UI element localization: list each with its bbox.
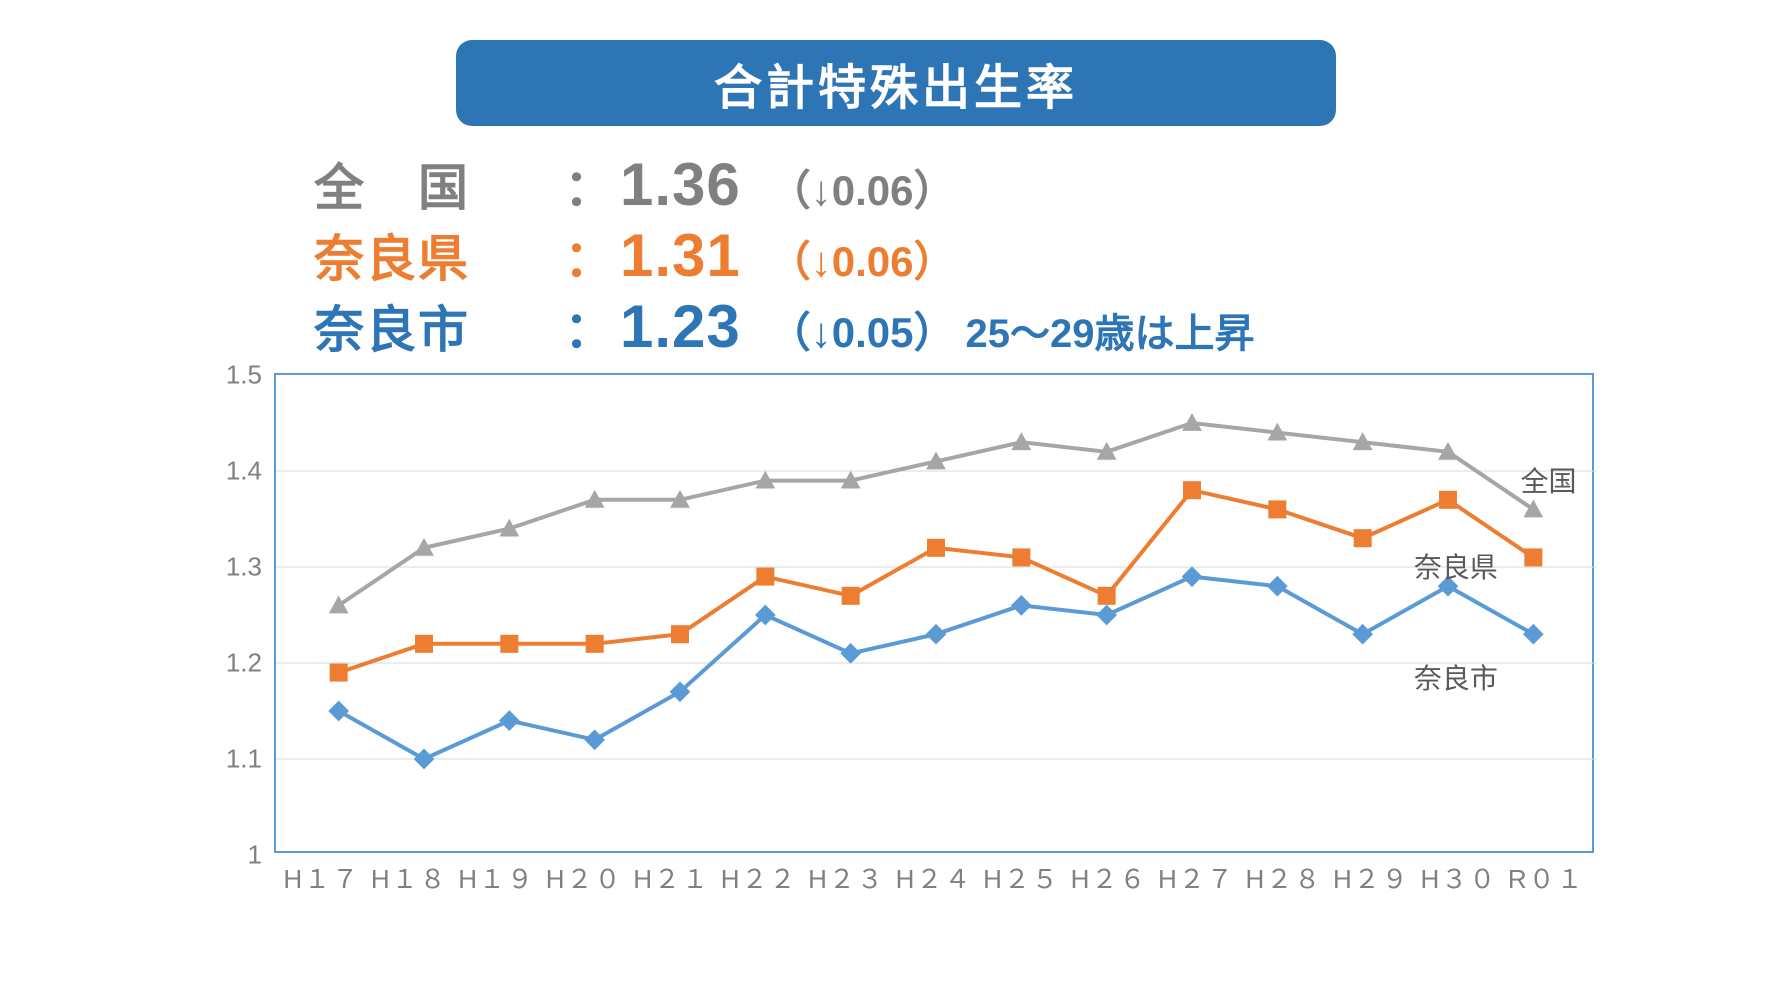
x-tick-label: H３０ bbox=[1415, 859, 1502, 896]
x-axis-labels: H１７H１８H１９H２０H２１H２２H２３H２４H２５H２６H２７H２８H２９H… bbox=[274, 853, 1594, 896]
y-tick-label: 1.4 bbox=[226, 456, 262, 487]
x-tick-label: H２０ bbox=[540, 859, 627, 896]
summary-delta: （↓0.06） bbox=[769, 238, 956, 286]
y-tick-label: 1 bbox=[248, 840, 262, 871]
y-tick-label: 1.3 bbox=[226, 552, 262, 583]
x-tick-label: H２９ bbox=[1328, 859, 1415, 896]
x-tick-label: H２１ bbox=[628, 859, 715, 896]
summary-label: 奈良市 bbox=[314, 302, 564, 360]
summary-label: 奈良県 bbox=[314, 231, 564, 289]
chart-svg bbox=[276, 375, 1596, 855]
title-text: 合計特殊出生率 bbox=[714, 48, 1078, 118]
series-label: 奈良市 bbox=[1414, 657, 1498, 697]
summary-label: 全 国 bbox=[314, 160, 564, 218]
summary-colon: ： bbox=[564, 231, 614, 289]
summary-colon: ： bbox=[564, 160, 614, 218]
x-tick-label: H２６ bbox=[1065, 859, 1152, 896]
summary-value: 1.31 bbox=[620, 221, 741, 290]
y-tick-label: 1.5 bbox=[226, 360, 262, 391]
summary-value: 1.23 bbox=[620, 292, 741, 361]
series-label: 全国 bbox=[1521, 460, 1577, 500]
summary-value: 1.36 bbox=[620, 150, 741, 219]
x-tick-label: H２５ bbox=[978, 859, 1065, 896]
summary-row: 奈良市：1.23 （↓0.05）25～29歳は上昇 bbox=[314, 292, 1622, 361]
summary-delta: （↓0.06） bbox=[769, 167, 956, 215]
x-tick-label: H２３ bbox=[803, 859, 890, 896]
x-tick-label: H１９ bbox=[453, 859, 540, 896]
summary-colon: ： bbox=[564, 302, 614, 360]
chart-wrap: 11.11.21.31.41.5全国奈良県奈良市 H１７H１８H１９H２０H２１… bbox=[226, 373, 1606, 896]
x-tick-label: H１８ bbox=[365, 859, 452, 896]
y-tick-label: 1.2 bbox=[226, 648, 262, 679]
x-tick-label: H２８ bbox=[1240, 859, 1327, 896]
summary-row: 奈良県：1.31 （↓0.06） bbox=[314, 221, 1622, 290]
x-tick-label: H２２ bbox=[715, 859, 802, 896]
y-tick-label: 1.1 bbox=[226, 744, 262, 775]
title-pill: 合計特殊出生率 bbox=[456, 40, 1336, 126]
summary-delta: （↓0.05） bbox=[769, 309, 956, 357]
summary-block: 全 国：1.36（↓0.06）奈良県：1.31（↓0.06）奈良市：1.23（↓… bbox=[314, 150, 1622, 361]
x-tick-label: H２４ bbox=[890, 859, 977, 896]
summary-extra: 25～29歳は上昇 bbox=[966, 311, 1255, 357]
x-tick-label: H２７ bbox=[1153, 859, 1240, 896]
x-tick-label: H１７ bbox=[278, 859, 365, 896]
x-tick-label: R０１ bbox=[1503, 859, 1590, 896]
series-label: 奈良県 bbox=[1414, 546, 1498, 586]
chart-box: 11.11.21.31.41.5全国奈良県奈良市 bbox=[274, 373, 1594, 853]
summary-row: 全 国：1.36 （↓0.06） bbox=[314, 150, 1622, 219]
